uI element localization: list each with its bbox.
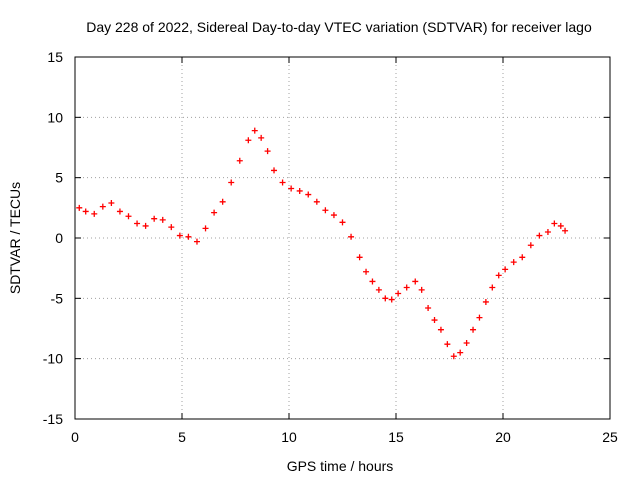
data-point bbox=[437, 326, 444, 333]
data-point bbox=[125, 213, 132, 220]
data-point bbox=[482, 298, 489, 305]
data-point bbox=[348, 233, 355, 240]
data-point bbox=[108, 200, 115, 207]
data-point bbox=[562, 227, 569, 234]
data-point bbox=[557, 222, 564, 229]
y-tick-label: -10 bbox=[43, 351, 63, 367]
data-point bbox=[519, 254, 526, 261]
data-point bbox=[527, 242, 534, 249]
data-point bbox=[159, 216, 166, 223]
data-point bbox=[251, 127, 258, 134]
y-tick-label: -15 bbox=[43, 411, 63, 427]
data-point bbox=[296, 187, 303, 194]
y-tick-label: 0 bbox=[55, 230, 63, 246]
x-tick-label: 5 bbox=[178, 429, 186, 445]
data-point bbox=[313, 198, 320, 205]
data-point bbox=[363, 268, 370, 275]
data-point bbox=[395, 290, 402, 297]
data-point bbox=[258, 134, 265, 141]
data-point bbox=[322, 207, 329, 214]
data-point bbox=[356, 254, 363, 261]
data-point bbox=[457, 349, 464, 356]
y-tick-label: 5 bbox=[55, 170, 63, 186]
x-tick-label: 20 bbox=[495, 429, 511, 445]
x-tick-label: 0 bbox=[71, 429, 79, 445]
data-point bbox=[495, 272, 502, 279]
data-point bbox=[116, 208, 123, 215]
data-point bbox=[489, 284, 496, 291]
data-point bbox=[339, 219, 346, 226]
data-point bbox=[134, 220, 141, 227]
x-tick-label: 10 bbox=[281, 429, 297, 445]
y-axis-label: SDTVAR / TECUs bbox=[7, 182, 23, 294]
data-point bbox=[91, 210, 98, 217]
data-point bbox=[228, 179, 235, 186]
data-point bbox=[202, 225, 209, 232]
data-point bbox=[305, 191, 312, 198]
data-point bbox=[176, 232, 183, 239]
data-point bbox=[450, 353, 457, 360]
y-tick-label: 15 bbox=[47, 49, 63, 65]
data-point bbox=[425, 304, 432, 311]
y-axis-ticks: -15 -10 -5 0 5 10 15 bbox=[43, 49, 610, 427]
x-tick-label: 15 bbox=[388, 429, 404, 445]
data-point bbox=[330, 212, 337, 219]
chart-title: Day 228 of 2022, Sidereal Day-to-day VTE… bbox=[86, 19, 592, 35]
data-point bbox=[502, 266, 509, 273]
x-tick-label: 25 bbox=[602, 429, 618, 445]
data-point bbox=[185, 233, 192, 240]
data-point bbox=[99, 203, 106, 210]
data-point bbox=[236, 157, 243, 164]
data-point bbox=[288, 185, 295, 192]
data-points bbox=[76, 127, 569, 360]
x-axis-label: GPS time / hours bbox=[287, 458, 394, 474]
y-tick-label: -5 bbox=[51, 290, 64, 306]
data-point bbox=[444, 341, 451, 348]
data-point bbox=[168, 224, 175, 231]
data-point bbox=[382, 295, 389, 302]
data-point bbox=[142, 222, 149, 229]
data-point bbox=[369, 278, 376, 285]
data-point bbox=[271, 167, 278, 174]
data-point bbox=[510, 259, 517, 266]
data-point bbox=[264, 148, 271, 155]
data-point bbox=[76, 204, 83, 211]
data-point bbox=[412, 278, 419, 285]
data-point bbox=[536, 232, 543, 239]
data-point bbox=[82, 208, 89, 215]
data-point bbox=[463, 339, 470, 346]
y-tick-label: 10 bbox=[47, 109, 63, 125]
data-point bbox=[211, 209, 218, 216]
data-point bbox=[418, 286, 425, 293]
data-point bbox=[375, 286, 382, 293]
data-point bbox=[470, 326, 477, 333]
data-point bbox=[219, 198, 226, 205]
grid-lines bbox=[75, 57, 610, 419]
data-point bbox=[279, 179, 286, 186]
data-point bbox=[551, 220, 558, 227]
data-point bbox=[476, 314, 483, 321]
data-point bbox=[388, 296, 395, 303]
x-axis-ticks: 0 5 10 15 20 25 bbox=[71, 57, 618, 445]
data-point bbox=[403, 284, 410, 291]
data-point bbox=[151, 215, 158, 222]
data-point bbox=[193, 238, 200, 245]
data-point bbox=[431, 317, 438, 324]
data-point bbox=[544, 228, 551, 235]
data-point bbox=[245, 137, 252, 144]
